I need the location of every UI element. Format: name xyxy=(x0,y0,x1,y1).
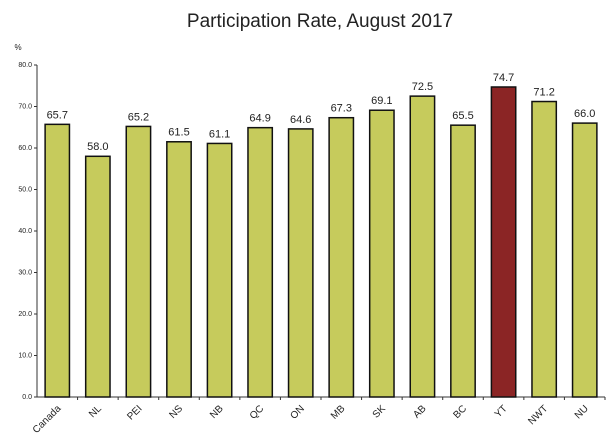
y-tick-label: 50.0 xyxy=(18,186,32,193)
y-tick-label: 40.0 xyxy=(18,228,32,235)
bar xyxy=(450,124,476,398)
value-label: 66.0 xyxy=(574,108,595,120)
value-label: 65.7 xyxy=(47,109,68,121)
value-label: 64.9 xyxy=(249,113,270,125)
x-tick-label: PEI xyxy=(125,403,144,422)
value-label: 65.5 xyxy=(452,110,473,122)
x-tick-label: NL xyxy=(87,403,104,420)
x-tick-label: NB xyxy=(208,403,226,421)
x-tick-label: ON xyxy=(288,403,306,421)
value-label: 71.2 xyxy=(533,86,554,98)
y-tick-label: 60.0 xyxy=(18,145,32,152)
value-label: 72.5 xyxy=(412,81,433,93)
x-tick-label: SK xyxy=(371,403,388,420)
bar xyxy=(571,122,598,398)
x-tick-label: Canada xyxy=(31,403,64,436)
value-label: 58.0 xyxy=(87,141,108,153)
bar xyxy=(206,142,233,398)
y-tick-label: 20.0 xyxy=(18,311,32,318)
bar xyxy=(287,128,314,398)
x-tick-label: QC xyxy=(248,403,266,421)
x-tick-label: NS xyxy=(168,403,186,421)
value-label: 67.3 xyxy=(331,103,352,115)
x-tick-label: BC xyxy=(452,403,470,421)
bar xyxy=(490,86,517,398)
bar xyxy=(166,141,192,398)
x-tick-label: YT xyxy=(493,403,510,420)
bar xyxy=(368,109,395,398)
chart-title: Participation Rate, August 2017 xyxy=(187,11,453,32)
bar xyxy=(247,126,274,398)
x-tick-label: AB xyxy=(411,403,428,420)
value-label: 61.1 xyxy=(209,128,230,140)
x-tick-label: MB xyxy=(329,403,348,422)
bar xyxy=(531,100,558,398)
y-axis-label: % xyxy=(14,43,21,52)
y-tick-label: 10.0 xyxy=(18,352,32,359)
bar xyxy=(44,123,71,398)
y-tick-label: 80.0 xyxy=(18,62,32,69)
y-tick-label: 70.0 xyxy=(18,103,32,110)
bar xyxy=(125,125,152,398)
y-tick-label: 0.0 xyxy=(22,394,32,401)
x-tick-label: NU xyxy=(573,403,591,421)
value-label: 65.2 xyxy=(128,111,149,123)
value-label: 61.5 xyxy=(168,127,189,139)
value-label: 69.1 xyxy=(371,95,392,107)
bar xyxy=(328,116,355,398)
y-tick-label: 30.0 xyxy=(18,269,32,276)
value-label: 74.7 xyxy=(493,72,514,84)
value-label: 64.6 xyxy=(290,114,311,126)
bar xyxy=(409,95,436,398)
bar xyxy=(84,155,111,398)
x-tick-label: NWT xyxy=(526,403,550,427)
